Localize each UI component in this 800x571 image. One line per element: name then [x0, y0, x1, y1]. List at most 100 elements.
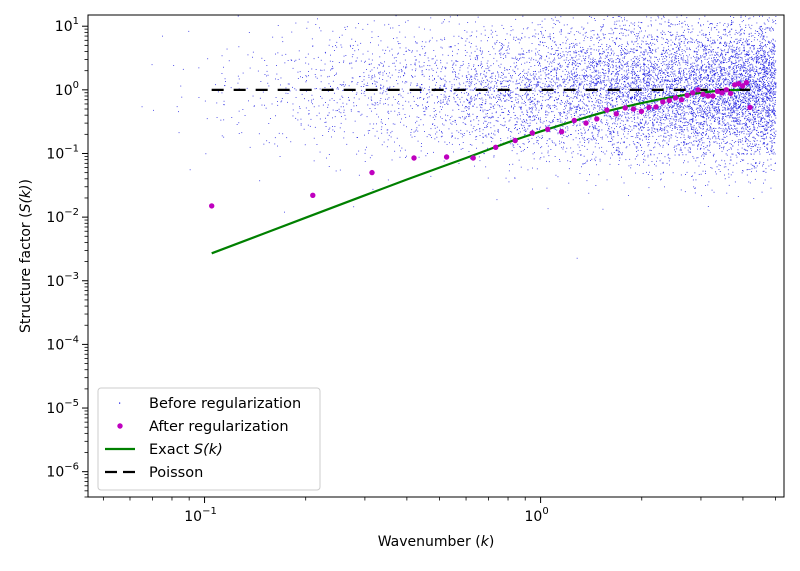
- before-point: [319, 151, 321, 153]
- before-point: [739, 64, 741, 65]
- before-point: [468, 85, 470, 87]
- before-point: [748, 84, 750, 86]
- before-point: [638, 113, 640, 115]
- before-point: [486, 110, 488, 111]
- before-point: [517, 60, 519, 61]
- before-point: [485, 68, 487, 70]
- before-point: [596, 81, 598, 83]
- before-point: [653, 85, 655, 87]
- before-point: [308, 113, 310, 114]
- before-point: [560, 133, 561, 135]
- before-point: [738, 87, 740, 89]
- before-point: [615, 64, 617, 66]
- before-point: [731, 52, 733, 54]
- before-point: [509, 143, 511, 145]
- before-point: [307, 53, 309, 55]
- before-point: [602, 109, 604, 111]
- before-point: [725, 127, 727, 129]
- before-point: [748, 95, 750, 96]
- before-point: [762, 50, 764, 52]
- before-point: [715, 160, 717, 162]
- before-point: [743, 159, 745, 161]
- before-point: [751, 76, 753, 78]
- before-point: [708, 111, 710, 113]
- before-point: [770, 158, 772, 160]
- before-point: [671, 61, 673, 63]
- before-point: [601, 105, 603, 107]
- before-point: [637, 100, 639, 102]
- before-point: [565, 117, 567, 119]
- before-point: [480, 98, 482, 100]
- before-point: [657, 118, 659, 120]
- before-point: [748, 76, 750, 78]
- before-point: [612, 123, 613, 125]
- before-point: [643, 74, 644, 75]
- before-point: [607, 54, 608, 56]
- before-point: [528, 83, 530, 85]
- before-point: [624, 78, 626, 80]
- before-point: [560, 67, 562, 68]
- before-point: [662, 72, 664, 73]
- before-point: [336, 88, 338, 90]
- before-point: [295, 117, 297, 119]
- before-point: [529, 82, 531, 83]
- before-point: [514, 118, 516, 120]
- before-point: [683, 69, 685, 71]
- before-point: [363, 86, 365, 87]
- before-point: [772, 124, 774, 126]
- before-point: [697, 145, 699, 147]
- before-point: [436, 59, 438, 61]
- before-point: [722, 55, 724, 57]
- before-point: [482, 81, 484, 83]
- before-point: [396, 37, 398, 39]
- before-point: [401, 70, 403, 72]
- before-point: [761, 125, 763, 127]
- before-point: [671, 88, 672, 89]
- before-point: [663, 72, 665, 73]
- before-point: [636, 91, 638, 93]
- before-point: [722, 109, 724, 111]
- before-point: [670, 39, 672, 41]
- before-point: [754, 178, 756, 180]
- before-point: [633, 117, 635, 119]
- before-point: [711, 131, 713, 132]
- before-point: [665, 116, 667, 118]
- before-point: [551, 18, 553, 20]
- before-point: [679, 46, 681, 48]
- before-point: [736, 41, 738, 43]
- before-point: [728, 73, 730, 75]
- before-point: [456, 103, 458, 105]
- before-point: [722, 110, 724, 111]
- before-point: [575, 137, 577, 139]
- before-point: [703, 53, 705, 55]
- before-point: [757, 83, 759, 85]
- before-point: [690, 148, 691, 150]
- before-point: [649, 78, 651, 80]
- before-point: [749, 83, 750, 85]
- before-point: [650, 61, 652, 63]
- before-point: [563, 142, 564, 144]
- before-point: [364, 161, 366, 162]
- before-point: [452, 109, 454, 111]
- before-point: [452, 64, 454, 66]
- before-point: [524, 62, 526, 64]
- before-point: [687, 42, 689, 44]
- before-point: [750, 88, 751, 90]
- before-point: [328, 131, 329, 132]
- before-point: [522, 56, 524, 58]
- before-point: [494, 81, 496, 82]
- before-point: [363, 72, 365, 74]
- before-point: [709, 68, 711, 70]
- before-point: [617, 83, 619, 85]
- before-point: [391, 104, 393, 106]
- before-point: [501, 46, 503, 48]
- before-point: [695, 160, 697, 162]
- before-point: [754, 57, 756, 58]
- before-point: [335, 45, 336, 46]
- before-point: [426, 93, 427, 95]
- before-point: [630, 22, 632, 24]
- before-point: [515, 127, 516, 128]
- before-point: [708, 181, 710, 183]
- before-point: [771, 146, 773, 148]
- before-point: [334, 75, 335, 76]
